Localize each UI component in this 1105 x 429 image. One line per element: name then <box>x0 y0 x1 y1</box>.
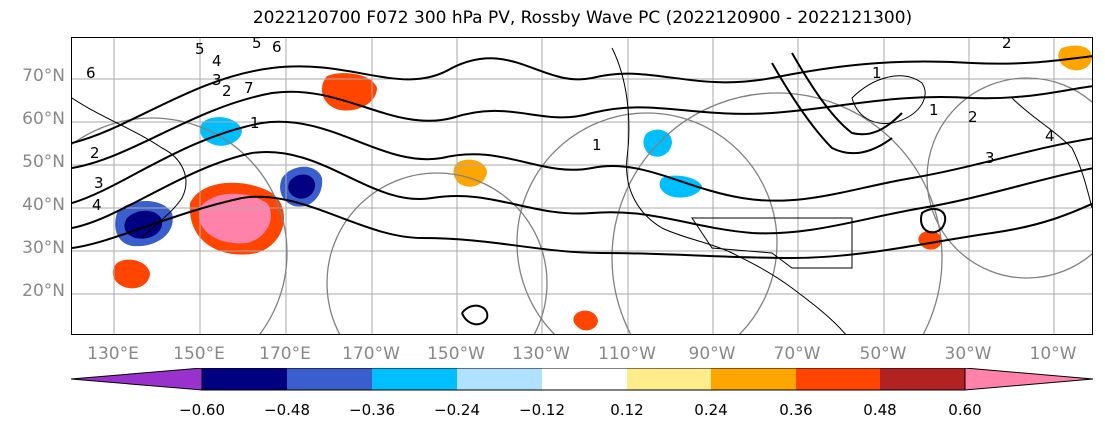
colorbar-svg <box>70 367 1094 391</box>
contour-label: 3 <box>212 71 222 89</box>
contour-label: 4 <box>92 196 102 214</box>
colorbar-tick-label: 0.12 <box>610 401 644 419</box>
contour-label: 2 <box>222 82 232 100</box>
lon-label-170w: 170°W <box>342 344 400 364</box>
colorbar-segment <box>627 368 711 390</box>
phase-circles <box>72 77 1092 334</box>
lon-label-130w: 130°W <box>512 344 570 364</box>
lat-label-70n: 70°N <box>22 66 65 86</box>
colorbar-segment <box>796 368 880 390</box>
lat-label-40n: 40°N <box>22 195 65 215</box>
colorbar-segment <box>372 368 457 390</box>
colorbar-tick-label: 0.36 <box>779 401 813 419</box>
negative-anomaly-core-2 <box>288 174 316 199</box>
lon-label-150w: 150°W <box>427 344 485 364</box>
contour-label: 4 <box>1045 127 1055 145</box>
negative-anomaly-north <box>200 117 242 146</box>
map-panel: 6 5 4 3 2 1 1 2 2 3 4 5 6 7 4 3 2 1 1 <box>71 37 1093 335</box>
colorbar-extend-low <box>70 367 203 391</box>
positive-anomaly-atl-small <box>918 230 942 250</box>
lon-label-170e: 170°E <box>259 344 311 364</box>
positive-anomaly-south-2 <box>573 310 598 331</box>
lat-label-30n: 30°N <box>22 238 65 258</box>
lat-label-20n: 20°N <box>22 281 65 301</box>
contour-label: 1 <box>592 136 602 154</box>
contour-label: 5 <box>252 38 262 52</box>
map-canvas: 6 5 4 3 2 1 1 2 2 3 4 5 6 7 4 3 2 1 1 <box>72 38 1092 334</box>
lat-label-60n: 60°N <box>22 109 65 129</box>
colorbar-tick-label: 0.60 <box>948 401 982 419</box>
positive-anomaly-north <box>321 73 377 111</box>
colorbar-tick-label: 0.24 <box>694 401 728 419</box>
lon-label-150e: 150°E <box>173 344 225 364</box>
colorbar <box>70 367 1094 398</box>
pv-contours <box>72 52 1092 326</box>
colorbar-segment <box>287 368 372 390</box>
contour-label: 1 <box>929 101 939 119</box>
colorbar-segment <box>880 368 965 390</box>
lon-label-30w: 30°W <box>944 344 992 364</box>
colorbar-tick-label: −0.48 <box>264 401 310 419</box>
lat-label-50n: 50°N <box>22 152 65 172</box>
contour-label: 6 <box>272 38 282 56</box>
positive-anomaly-east <box>453 159 487 187</box>
colorbar-segment <box>542 368 627 390</box>
lon-label-10w: 10°W <box>1029 344 1077 364</box>
lon-label-110w: 110°W <box>598 344 656 364</box>
contour-label: 2 <box>1002 38 1012 52</box>
lon-label-50w: 50°W <box>859 344 907 364</box>
contour-label: 1 <box>872 64 882 82</box>
contour-label: 2 <box>968 108 978 126</box>
colorbar-tick-label: −0.60 <box>179 401 225 419</box>
map-title: 2022120700 F072 300 hPa PV, Rossby Wave … <box>252 8 913 28</box>
colorbar-extend-high <box>964 367 1094 391</box>
lon-label-90w: 90°W <box>688 344 736 364</box>
lon-label-130e: 130°E <box>87 344 139 364</box>
positive-anomaly-south <box>112 259 150 289</box>
anomaly-shading <box>112 45 1092 331</box>
contour-label: 4 <box>212 52 222 70</box>
colorbar-segment <box>711 368 796 390</box>
contour-labels: 6 5 4 3 2 1 1 2 2 3 4 5 6 7 4 3 2 1 1 <box>86 38 1055 214</box>
contour-label: 2 <box>90 144 100 162</box>
contour-label: 5 <box>195 40 205 58</box>
negative-anomaly-east-2 <box>659 175 702 198</box>
lon-label-70w: 70°W <box>773 344 821 364</box>
colorbar-tick-label: 0.48 <box>863 401 897 419</box>
colorbar-segment <box>202 368 287 390</box>
contour-label: 6 <box>86 64 96 82</box>
contour-label: 3 <box>94 174 104 192</box>
colorbar-segment <box>457 368 542 390</box>
contour-label: 7 <box>244 79 254 97</box>
colorbar-tick-label: −0.24 <box>434 401 480 419</box>
coastlines <box>72 47 1092 334</box>
contour-label: 1 <box>250 114 260 132</box>
colorbar-tick-label: −0.12 <box>519 401 565 419</box>
colorbar-tick-label: −0.36 <box>349 401 395 419</box>
positive-anomaly-core <box>199 193 271 244</box>
contour-label: 3 <box>985 149 995 167</box>
